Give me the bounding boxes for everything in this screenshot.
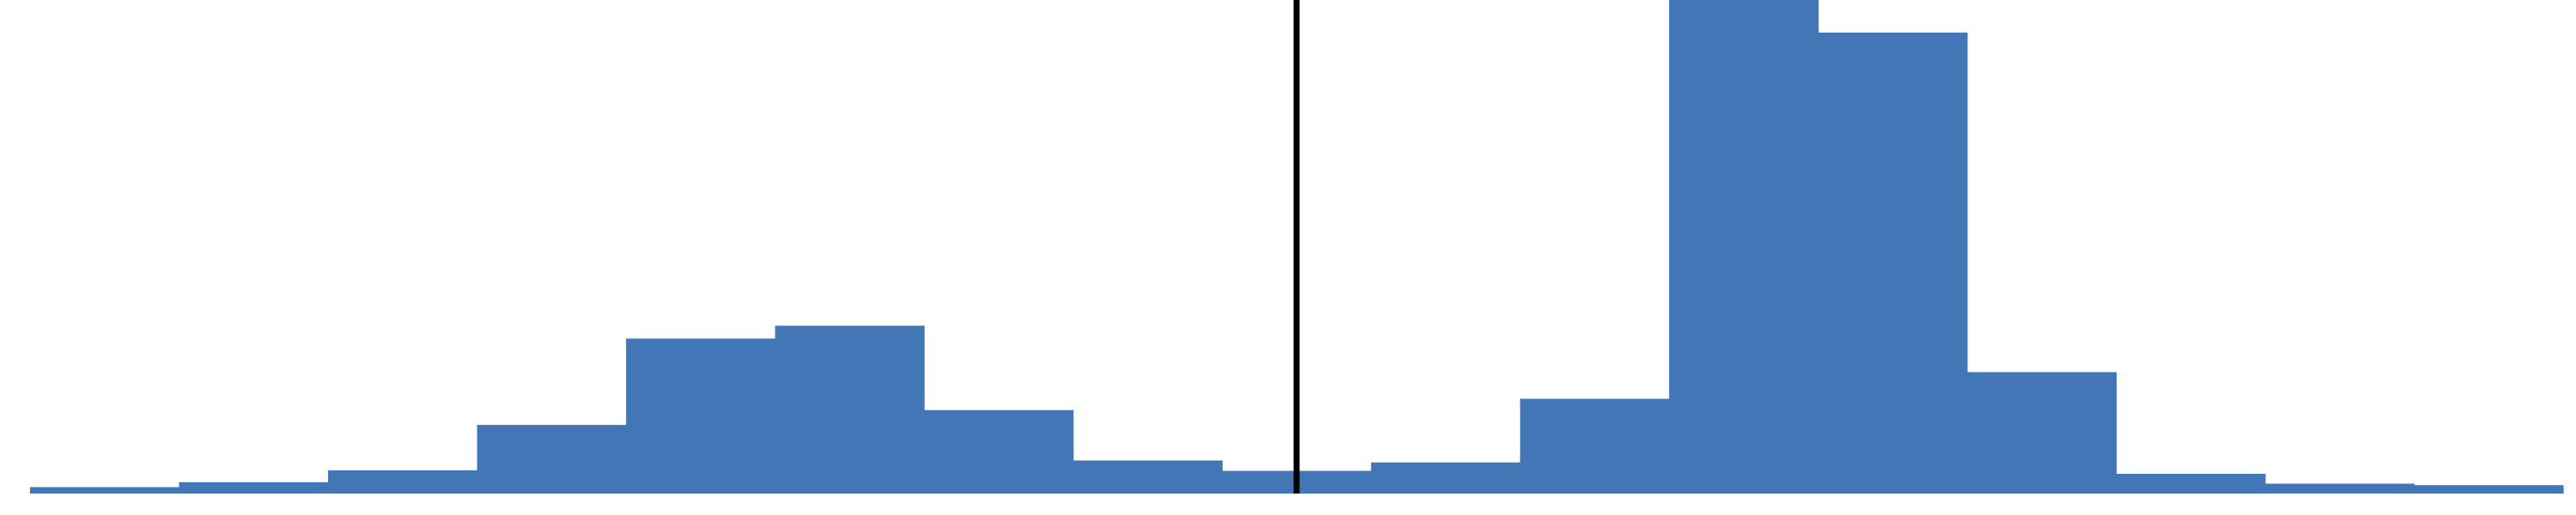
histogram-bar [626, 338, 776, 494]
histogram-bar [1668, 0, 1819, 494]
histogram-bar [924, 409, 1074, 494]
histogram-bar [477, 425, 627, 494]
histogram-bar [1072, 460, 1223, 494]
histogram-bar [1370, 462, 1521, 494]
histogram-bar [179, 482, 329, 494]
histogram-bar [2116, 474, 2266, 494]
histogram-bar [328, 470, 478, 494]
histogram-bar [1818, 32, 1968, 494]
bars-group [30, 0, 2564, 494]
histogram-bar [2264, 483, 2415, 494]
histogram-bar [2414, 485, 2564, 494]
histogram-bar [30, 487, 180, 494]
histogram-bar [1520, 398, 1670, 494]
histogram-bar [775, 325, 925, 494]
histogram-bar [1966, 372, 2117, 494]
